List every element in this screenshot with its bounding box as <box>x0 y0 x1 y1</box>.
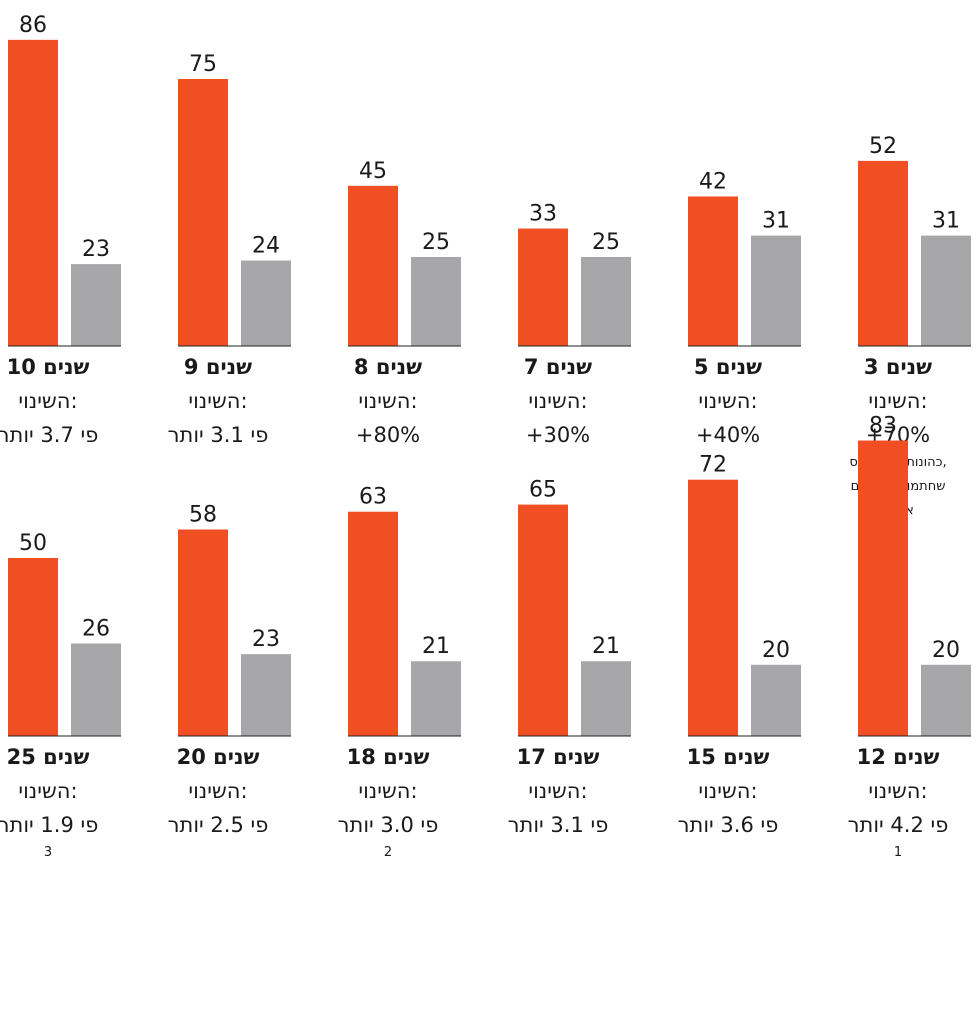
value-label: 21 <box>592 634 620 659</box>
value-label: 25 <box>592 230 620 255</box>
value-label: 86 <box>19 13 47 38</box>
panel-label: 18 שנים <box>347 745 430 769</box>
value-label: 20 <box>932 638 960 663</box>
panel: 86 23 10 שנים השינוי: פי 3.7 יותר <box>0 13 121 447</box>
value-label: 23 <box>252 627 280 652</box>
panel-label: 8 שנים <box>354 355 422 379</box>
change-label: השינוי: <box>18 779 77 803</box>
change-value: פי 3.0 יותר <box>338 813 439 837</box>
change-value: +80% <box>356 423 420 447</box>
value-label: 31 <box>762 209 790 234</box>
value-label: 58 <box>189 503 217 528</box>
bar-secondary <box>581 661 631 736</box>
panel-label: 9 שנים <box>184 355 252 379</box>
value-label: 24 <box>252 234 280 259</box>
panel: 75 24 9 שנים השינוי: פי 3.1 יותר <box>168 52 291 447</box>
panel-label: 12 שנים <box>857 745 940 769</box>
change-label: השינוי: <box>868 389 927 413</box>
bar-primary <box>688 479 738 736</box>
panel: 33 25 7 שנים השינוי: +30% <box>518 202 631 447</box>
bar-secondary <box>921 664 971 736</box>
bar-primary <box>178 529 228 736</box>
value-label: 25 <box>422 230 450 255</box>
panel: 42 31 5 שנים השינוי: +40% <box>688 169 801 447</box>
bar-secondary <box>751 235 801 346</box>
bar-primary <box>858 440 908 736</box>
change-value: פי 3.1 יותר <box>508 813 609 837</box>
value-label: 65 <box>529 478 557 503</box>
panel-label: 3 שנים <box>864 355 932 379</box>
value-label: 42 <box>699 169 727 194</box>
panel-label: 20 שנים <box>177 745 260 769</box>
value-label: 63 <box>359 485 387 510</box>
bar-primary <box>518 504 568 736</box>
bar-secondary <box>241 260 291 346</box>
change-value: פי 3.7 יותר <box>0 423 98 447</box>
panel-label: 7 שנים <box>524 355 592 379</box>
change-value: פי 3.1 יותר <box>168 423 269 447</box>
panel: 72 20 15 שנים השינוי: פי 3.6 יותר <box>678 453 801 837</box>
panel-label: 5 שנים <box>694 355 762 379</box>
bar-secondary <box>411 257 461 346</box>
change-value: פי 2.5 יותר <box>168 813 269 837</box>
bar-primary <box>178 79 228 346</box>
value-label: 45 <box>359 159 387 184</box>
bar-secondary <box>71 643 121 736</box>
change-label: השינוי: <box>528 389 587 413</box>
value-label: 23 <box>82 237 110 262</box>
panel-label: 17 שנים <box>517 745 600 769</box>
panel: 65 21 17 שנים השינוי: פי 3.1 יותר <box>508 478 631 837</box>
value-label: 21 <box>422 634 450 659</box>
panel-label: 25 שנים <box>7 745 90 769</box>
change-label: השינוי: <box>358 389 417 413</box>
bar-secondary <box>921 235 971 346</box>
bar-primary <box>8 558 58 736</box>
panel-label: 10 שנים <box>7 355 90 379</box>
panel: 63 21 18 שנים השינוי: פי 3.0 יותר 2 <box>338 485 461 860</box>
bar-secondary <box>411 661 461 736</box>
value-label: 75 <box>189 52 217 77</box>
bar-secondary <box>581 257 631 346</box>
bar-primary <box>348 511 398 736</box>
panel: 83 20 12 שנים השינוי: פי 4.2 יותר 1 <box>848 414 971 860</box>
value-label: 50 <box>19 531 47 556</box>
panel: 58 23 20 שנים השינוי: פי 2.5 יותר <box>168 503 291 837</box>
change-value: פי 3.6 יותר <box>678 813 779 837</box>
bar-secondary <box>241 654 291 736</box>
value-label: 52 <box>869 134 897 159</box>
change-label: השינוי: <box>698 779 757 803</box>
bar-primary <box>348 185 398 346</box>
change-label: השינוי: <box>528 779 587 803</box>
change-value: +30% <box>526 423 590 447</box>
panel: 45 25 8 שנים השינוי: +80% <box>348 159 461 447</box>
bar-secondary <box>71 264 121 346</box>
value-label: 72 <box>699 453 727 478</box>
panel-label: 15 שנים <box>687 745 770 769</box>
footnote: 3 <box>44 845 52 860</box>
value-label: 26 <box>82 616 110 641</box>
footnote: 1 <box>894 845 902 860</box>
value-label: 33 <box>529 202 557 227</box>
change-label: השינוי: <box>188 389 247 413</box>
panel: 50 26 25 שנים השינוי: פי 1.9 יותר 3 <box>0 531 121 860</box>
bar-primary <box>858 160 908 346</box>
change-value: פי 1.9 יותר <box>0 813 98 837</box>
change-label: השינוי: <box>358 779 417 803</box>
bar-primary <box>518 228 568 346</box>
change-label: השינוי: <box>698 389 757 413</box>
change-value: +40% <box>696 423 760 447</box>
change-label: השינוי: <box>188 779 247 803</box>
footnote: 2 <box>384 845 392 860</box>
change-value: פי 4.2 יותר <box>848 813 949 837</box>
value-label: 83 <box>869 414 897 439</box>
value-label: 20 <box>762 638 790 663</box>
bar-primary <box>8 39 58 347</box>
change-label: השינוי: <box>18 389 77 413</box>
bar-secondary <box>751 664 801 736</box>
bar-primary <box>688 196 738 346</box>
change-label: השינוי: <box>868 779 927 803</box>
value-label: 31 <box>932 209 960 234</box>
